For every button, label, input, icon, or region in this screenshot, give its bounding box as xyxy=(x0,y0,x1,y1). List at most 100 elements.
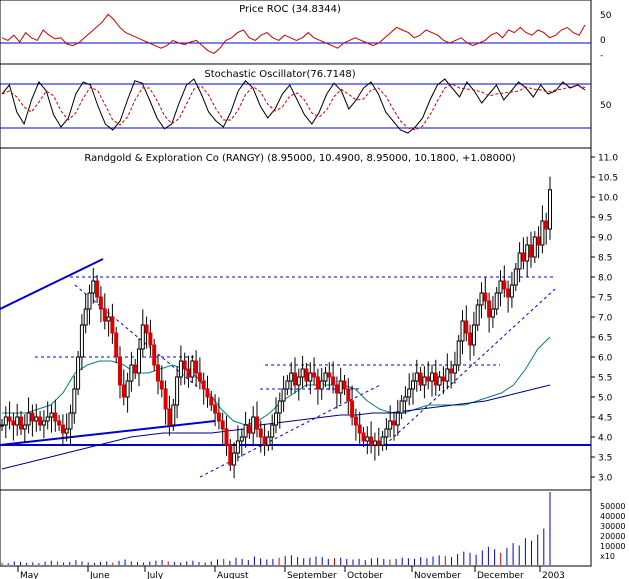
candle-body xyxy=(392,420,396,426)
candle-body xyxy=(319,380,324,390)
candle-body xyxy=(15,416,20,426)
candle-body xyxy=(334,384,339,394)
candle-body xyxy=(76,356,81,390)
stochastic-d-line xyxy=(1,83,586,131)
candle-body xyxy=(490,308,495,318)
candle-body xyxy=(209,396,214,406)
roc-tick-label: 0 xyxy=(600,36,606,46)
candle-body xyxy=(372,440,377,446)
month-label: December xyxy=(477,571,524,579)
candle-body xyxy=(479,292,484,306)
candle-body xyxy=(91,280,96,294)
candle-body xyxy=(186,368,191,378)
candle-body xyxy=(437,376,442,386)
candle-body xyxy=(418,372,423,386)
candle-body xyxy=(64,428,69,434)
candle-body xyxy=(502,280,507,290)
price-tick-label: 3.5 xyxy=(598,454,612,464)
candle-body xyxy=(506,288,511,298)
candle-body xyxy=(471,324,476,346)
candle-body xyxy=(331,376,336,386)
candle-body xyxy=(156,364,160,382)
candle-body xyxy=(19,416,23,430)
candle-body xyxy=(342,380,347,390)
candle-body xyxy=(483,292,488,302)
price-tick-label: 4.0 xyxy=(598,434,613,444)
month-label: May xyxy=(20,571,39,579)
volume-panel-frame xyxy=(0,489,592,567)
candle-body xyxy=(251,416,256,434)
month-label: September xyxy=(287,571,337,579)
candle-body xyxy=(163,388,168,410)
price-tick-label: 6.0 xyxy=(598,354,613,364)
price-tick-label: 6.5 xyxy=(598,334,612,344)
candle-body xyxy=(98,296,103,310)
stochastic-layer xyxy=(0,78,591,134)
candle-body xyxy=(548,189,552,230)
candle-body xyxy=(216,412,221,422)
candle-body xyxy=(144,324,149,334)
candle-body xyxy=(277,400,282,414)
month-label: August xyxy=(217,571,249,579)
candle-body xyxy=(289,372,294,382)
candle-body xyxy=(152,344,157,366)
candle-body xyxy=(487,300,492,318)
volume-tick-label: x10 xyxy=(600,552,615,561)
candle-body xyxy=(83,308,88,326)
lower-trend-line xyxy=(0,420,216,446)
candle-body xyxy=(323,372,328,382)
candle-body xyxy=(296,376,301,386)
roc-label: Price ROC (34.8344) xyxy=(239,4,341,15)
candle-body xyxy=(266,436,271,446)
candle-body xyxy=(171,404,176,426)
candle-body xyxy=(407,388,412,398)
candle-body xyxy=(399,400,404,414)
candle-body xyxy=(7,416,12,422)
candle-body xyxy=(350,400,355,418)
candle-body xyxy=(509,284,514,298)
candle-body xyxy=(182,360,187,370)
price-tick-label: 5.0 xyxy=(598,394,613,404)
candle-body xyxy=(411,380,415,390)
candle-body xyxy=(106,316,111,322)
candle-body xyxy=(468,332,473,346)
stochastic-tick-label: 50 xyxy=(600,101,612,111)
candle-body xyxy=(456,340,461,366)
candle-body xyxy=(258,428,263,438)
candle-body xyxy=(285,380,290,390)
price-tick-label: 10.5 xyxy=(598,174,618,184)
candle-body xyxy=(228,444,233,466)
candle-body xyxy=(175,376,180,406)
candle-body xyxy=(11,420,16,426)
candle-body xyxy=(239,436,244,442)
candle-body xyxy=(521,252,526,262)
price-tick-label: 9.0 xyxy=(598,234,613,244)
price-tick-label: 11.0 xyxy=(598,154,618,164)
candle-body xyxy=(137,348,141,374)
candle-body xyxy=(235,440,240,454)
candle-body xyxy=(68,412,73,430)
candle-body xyxy=(72,388,77,414)
candle-body xyxy=(441,376,446,382)
candle-body xyxy=(34,416,39,422)
candle-body xyxy=(190,360,195,378)
candle-body xyxy=(464,320,469,334)
candle-body xyxy=(140,324,145,350)
candle-body xyxy=(426,376,431,382)
candle-body xyxy=(513,268,518,286)
candle-body xyxy=(3,416,8,426)
candle-body xyxy=(544,220,549,230)
candle-body xyxy=(87,292,92,310)
candle-body xyxy=(281,388,286,402)
candle-body xyxy=(414,372,419,382)
candle-body xyxy=(403,396,408,402)
month-label: June xyxy=(89,571,110,579)
candle-body xyxy=(376,440,381,446)
volume-tick-label: 10000 xyxy=(600,542,625,551)
candle-body xyxy=(247,424,252,434)
candle-body xyxy=(452,364,457,374)
roc-tick-label: - xyxy=(600,51,603,61)
candle-body xyxy=(26,412,31,426)
candle-body xyxy=(255,416,259,430)
